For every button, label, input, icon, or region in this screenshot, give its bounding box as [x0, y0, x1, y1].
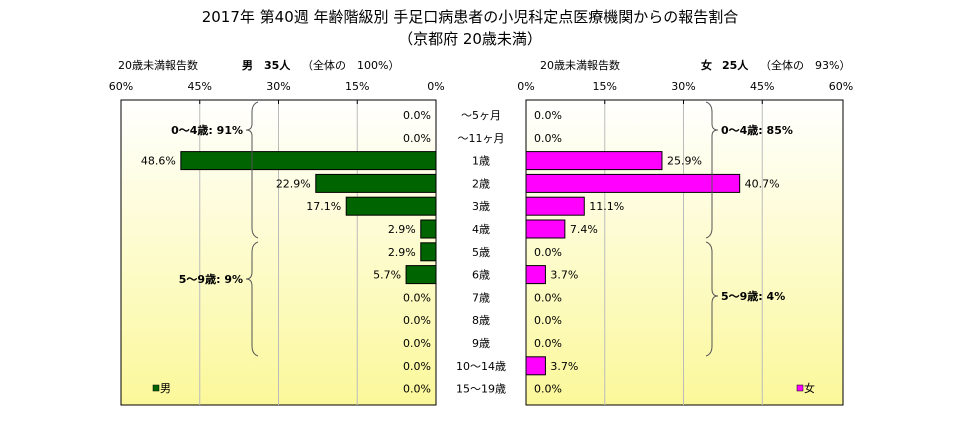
male-value-label: 0.0%	[403, 383, 431, 396]
male-value-label: 0.0%	[403, 337, 431, 350]
chart-subtitle: （京都府 20歳未満）	[398, 30, 542, 48]
female-value-label: 7.4%	[570, 223, 598, 236]
female-bar	[525, 219, 566, 239]
category-label: 1歳	[472, 155, 490, 168]
female-value-label: 0.0%	[534, 109, 562, 122]
female-value-label: 0.0%	[534, 246, 562, 259]
male-bracket-0-4	[245, 101, 259, 239]
svg-text:（全体の 93%）: （全体の 93%）	[760, 58, 850, 72]
male-value-label: 2.9%	[388, 223, 416, 236]
category-label: 10〜14歳	[456, 360, 506, 373]
female-bar	[525, 173, 741, 193]
male-tick-label: 15%	[345, 80, 369, 93]
female-tick-label: 45%	[750, 80, 774, 93]
female-tick-label: 0%	[517, 80, 534, 93]
category-label: 7歳	[472, 291, 490, 304]
female-bar	[525, 356, 546, 376]
female-value-label: 0.0%	[534, 337, 562, 350]
male-bar	[420, 219, 437, 239]
female-tick-label: 60%	[829, 80, 853, 93]
female-value-label: 0.0%	[534, 291, 562, 304]
category-label: 〜11ヶ月	[458, 132, 505, 145]
female-plot-area	[525, 99, 844, 406]
male-legend: 男	[152, 382, 171, 395]
female-group-5-9: 5〜9歳: 4%	[721, 289, 785, 303]
female-bar	[525, 265, 546, 285]
male-value-label: 2.9%	[388, 246, 416, 259]
chart-title: 2017年 第40週 年齢階級別 手足口病患者の小児科定点医療機関からの報告割合	[202, 8, 739, 26]
male-value-label: 5.7%	[373, 269, 401, 282]
female-header: 20歳未満報告数 女 25人 （全体の 93%）	[540, 58, 850, 72]
male-bar	[405, 265, 437, 285]
male-bracket-5-9	[245, 241, 259, 357]
male-header: 20歳未満報告数 男 35人 （全体の 100%）	[118, 58, 399, 72]
female-value-label: 3.7%	[550, 269, 578, 282]
male-value-label: 48.6%	[141, 155, 176, 168]
male-tick-label: 45%	[188, 80, 212, 93]
male-value-label: 0.0%	[403, 314, 431, 327]
female-value-label: 11.1%	[589, 200, 624, 213]
male-value-label: 17.1%	[306, 200, 341, 213]
female-legend: 女	[796, 381, 815, 395]
female-value-label: 25.9%	[667, 155, 702, 168]
category-label: 5歳	[472, 246, 490, 259]
svg-text:男: 男	[160, 382, 171, 395]
male-tick-label: 30%	[266, 80, 290, 93]
male-tick-label: 60%	[109, 80, 133, 93]
female-bar	[525, 151, 663, 171]
female-value-label: 40.7%	[745, 177, 780, 190]
male-value-label: 22.9%	[276, 177, 311, 190]
female-value-label: 0.0%	[534, 314, 562, 327]
male-value-label: 0.0%	[403, 360, 431, 373]
female-bracket-5-9	[705, 241, 719, 357]
svg-text:20歳未満報告数: 20歳未満報告数	[540, 59, 620, 72]
svg-text:女: 女	[804, 381, 815, 395]
male-legend-swatch	[152, 384, 160, 392]
female-value-label: 0.0%	[534, 383, 562, 396]
svg-text:男: 男	[242, 59, 253, 72]
female-bracket-0-4	[705, 101, 719, 239]
svg-text:20歳未満報告数: 20歳未満報告数	[118, 59, 198, 72]
male-bar	[315, 173, 437, 193]
female-tick-label: 30%	[671, 80, 695, 93]
svg-text:35人: 35人	[264, 58, 291, 72]
male-tick-label: 0%	[427, 80, 444, 93]
female-group-0-4: 0〜4歳: 85%	[721, 123, 793, 137]
female-legend-swatch	[796, 384, 804, 392]
male-value-label: 0.0%	[403, 291, 431, 304]
svg-text:（全体の 100%）: （全体の 100%）	[302, 58, 399, 72]
male-value-label: 0.0%	[403, 132, 431, 145]
category-label: 6歳	[472, 269, 490, 282]
category-label: 9歳	[472, 337, 490, 350]
female-value-label: 3.7%	[550, 360, 578, 373]
category-label: 4歳	[472, 223, 490, 236]
male-group-5-9: 5〜9歳: 9%	[179, 272, 243, 286]
svg-text:女: 女	[701, 58, 712, 72]
category-label: 8歳	[472, 314, 490, 327]
female-bar	[525, 196, 585, 216]
female-value-label: 0.0%	[534, 132, 562, 145]
female-tick-label: 15%	[593, 80, 617, 93]
male-group-0-4: 0〜4歳: 91%	[171, 123, 243, 137]
male-bar	[180, 151, 437, 171]
category-label: 2歳	[472, 177, 490, 190]
male-value-label: 0.0%	[403, 109, 431, 122]
group-brackets	[245, 101, 719, 357]
male-bar	[345, 196, 437, 216]
svg-text:25人: 25人	[722, 58, 749, 72]
category-label: 3歳	[472, 200, 490, 213]
male-bar	[420, 242, 437, 262]
category-label: 〜5ヶ月	[461, 109, 501, 122]
category-label: 15〜19歳	[456, 383, 506, 396]
